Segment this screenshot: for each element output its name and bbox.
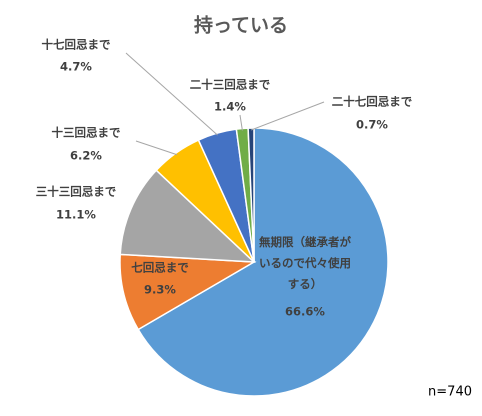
- value-label: 1.4%: [214, 100, 246, 114]
- value-label: 4.7%: [60, 60, 92, 74]
- leader-line: [135, 140, 178, 156]
- sample-note: n=740: [428, 385, 472, 400]
- category-label: 七回忌まで: [131, 261, 189, 275]
- value-label: 6.2%: [70, 149, 102, 163]
- category-label: 十七回忌まで: [42, 38, 111, 52]
- category-label: 三十三回忌まで: [36, 185, 117, 199]
- slice-label: 無期限（継承者がいるので代々使用する）: [259, 235, 351, 291]
- value-label: 9.3%: [144, 283, 176, 297]
- leader-line: [125, 52, 218, 136]
- leader-line: [250, 101, 325, 131]
- pie-slice: [137, 127, 389, 397]
- category-label: 無期限（継承者がいるので代々使用する）: [259, 235, 351, 291]
- value-label: 0.7%: [356, 118, 388, 132]
- value-label: 11.1%: [56, 208, 96, 222]
- pie-slice: [119, 169, 257, 263]
- leader-line: [239, 114, 243, 131]
- category-label: 十三回忌まで: [52, 126, 121, 140]
- category-label: 二十三回忌まで: [190, 78, 271, 92]
- pie-slice: [119, 253, 257, 331]
- value-label: 66.6%: [285, 305, 325, 319]
- category-label: 二十七回忌まで: [332, 95, 413, 109]
- pie-slice: [247, 127, 255, 263]
- chart-title: 持っている: [194, 14, 288, 37]
